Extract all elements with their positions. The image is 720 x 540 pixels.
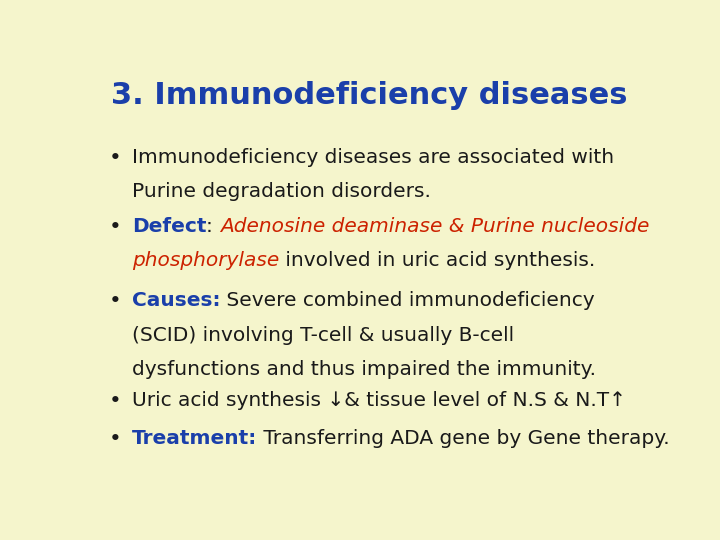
Text: Defect: Defect [132,217,207,235]
Text: •: • [109,217,122,237]
Text: Uric acid synthesis ↓& tissue level of N.S & N.T↑: Uric acid synthesis ↓& tissue level of N… [132,391,626,410]
Text: Purine degradation disorders.: Purine degradation disorders. [132,182,431,201]
Text: Transferring ADA gene by Gene therapy.: Transferring ADA gene by Gene therapy. [257,429,670,448]
Text: Causes:: Causes: [132,292,220,310]
Text: 3. Immunodeficiency diseases: 3. Immunodeficiency diseases [111,82,627,111]
Text: involved in uric acid synthesis.: involved in uric acid synthesis. [279,251,595,269]
Text: •: • [109,292,122,312]
Text: Treatment:: Treatment: [132,429,257,448]
Text: dysfunctions and thus impaired the immunity.: dysfunctions and thus impaired the immun… [132,360,596,379]
Text: •: • [109,148,122,168]
Text: •: • [109,391,122,411]
Text: Adenosine deaminase & Purine nucleoside: Adenosine deaminase & Purine nucleoside [220,217,649,235]
Text: Immunodeficiency diseases are associated with: Immunodeficiency diseases are associated… [132,148,614,167]
Text: phosphorylase: phosphorylase [132,251,279,269]
Text: •: • [109,429,122,449]
Text: :: : [207,217,220,235]
Text: (SCID) involving T-cell & usually B-cell: (SCID) involving T-cell & usually B-cell [132,326,514,345]
Text: Severe combined immunodeficiency: Severe combined immunodeficiency [220,292,595,310]
